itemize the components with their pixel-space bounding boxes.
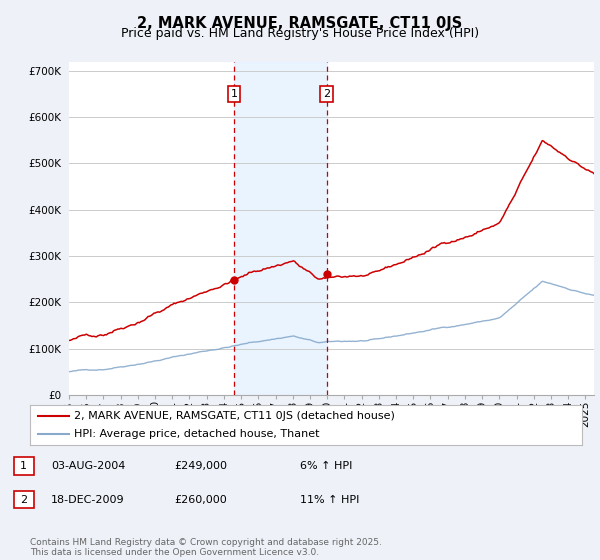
Text: 2, MARK AVENUE, RAMSGATE, CT11 0JS: 2, MARK AVENUE, RAMSGATE, CT11 0JS [137,16,463,31]
Text: £260,000: £260,000 [174,494,227,505]
Text: 03-AUG-2004: 03-AUG-2004 [51,461,125,471]
Text: Price paid vs. HM Land Registry's House Price Index (HPI): Price paid vs. HM Land Registry's House … [121,27,479,40]
Text: 11% ↑ HPI: 11% ↑ HPI [300,494,359,505]
Text: 2, MARK AVENUE, RAMSGATE, CT11 0JS (detached house): 2, MARK AVENUE, RAMSGATE, CT11 0JS (deta… [74,411,395,421]
Text: Contains HM Land Registry data © Crown copyright and database right 2025.
This d: Contains HM Land Registry data © Crown c… [30,538,382,557]
Text: 1: 1 [230,89,238,99]
Text: 2: 2 [323,89,330,99]
Text: HPI: Average price, detached house, Thanet: HPI: Average price, detached house, Than… [74,430,320,439]
Text: 2: 2 [20,494,27,505]
Text: 6% ↑ HPI: 6% ↑ HPI [300,461,352,471]
Bar [234,62,326,395]
Text: £249,000: £249,000 [174,461,227,471]
Text: 18-DEC-2009: 18-DEC-2009 [51,494,125,505]
Text: 1: 1 [20,461,27,471]
